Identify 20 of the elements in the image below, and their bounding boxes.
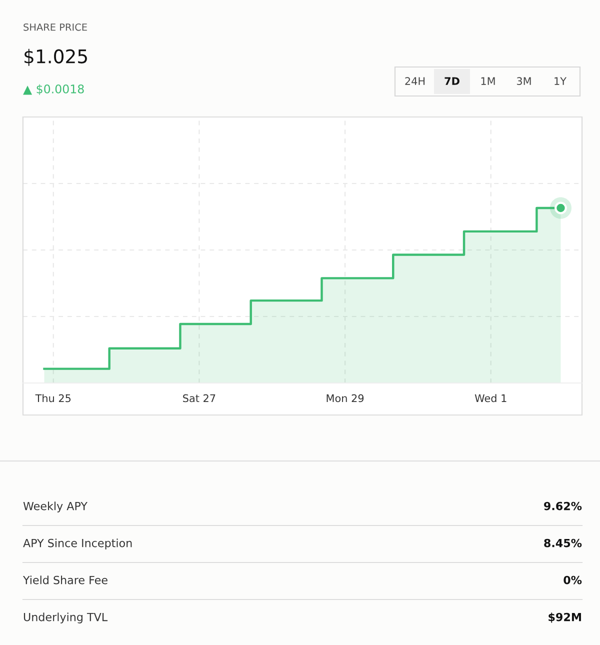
chart-title: $1.025 <box>24 48 87 66</box>
text: 1M <box>481 77 495 85</box>
text: Yield Share Fee <box>22 576 108 584</box>
text: 0% <box>564 576 582 584</box>
text: $92M <box>548 612 581 623</box>
text: ▲ $0.0018 <box>23 84 84 95</box>
text: 7D <box>444 77 460 85</box>
text: 3M <box>516 77 531 86</box>
text: Weekly APY <box>23 502 88 512</box>
text: 24H <box>405 77 425 85</box>
x-tick-label: Sat 27 <box>183 394 216 402</box>
text: Underlying TVL <box>24 612 108 624</box>
x-tick-label: Thu 25 <box>35 394 71 402</box>
chart-subtitle: SHARE PRICE <box>24 23 87 31</box>
text: 8.45% <box>544 538 582 548</box>
text: 1Y <box>554 77 567 85</box>
text: APY Since Inception <box>23 538 132 550</box>
text: 9.62% <box>544 502 582 510</box>
x-tick-label: Mon 29 <box>326 394 364 402</box>
x-tick-label: Wed 1 <box>474 394 506 402</box>
